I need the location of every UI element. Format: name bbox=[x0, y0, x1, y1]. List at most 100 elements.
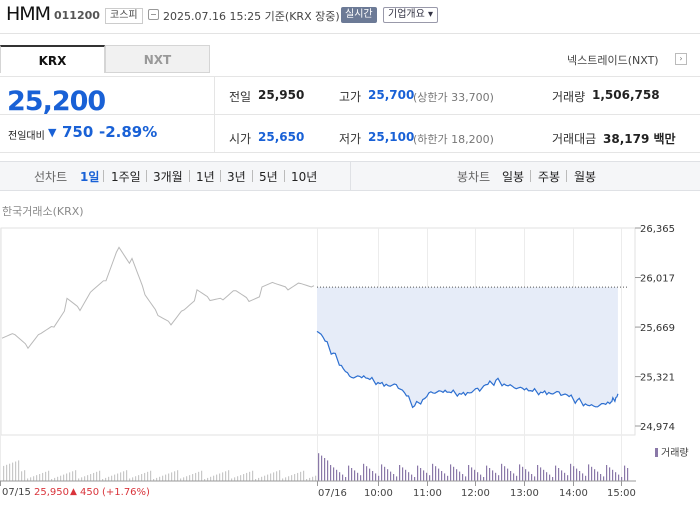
volume-bar bbox=[27, 478, 29, 481]
volume-bar bbox=[393, 474, 395, 481]
volume-bar bbox=[96, 471, 98, 481]
stat-prev-close-label: 전일 bbox=[229, 90, 252, 104]
volume-bar bbox=[537, 465, 539, 481]
volume-bar bbox=[438, 468, 440, 481]
volume-bar bbox=[90, 474, 92, 481]
x-axis: 07/16 10:00 11:00 12:00 13:00 14:00 15:00 bbox=[0, 481, 636, 499]
volume-bar bbox=[117, 473, 119, 481]
volume-bar bbox=[219, 473, 221, 481]
stat-amount-value: 38,179 백만 bbox=[603, 132, 676, 146]
divider bbox=[220, 170, 221, 182]
volume-bar bbox=[468, 465, 470, 481]
volume-bar bbox=[363, 463, 365, 481]
volume-bar bbox=[324, 458, 326, 481]
period-1d[interactable]: 1일 bbox=[80, 170, 100, 184]
volume-bar bbox=[129, 478, 131, 481]
volume-bar bbox=[462, 474, 464, 481]
volume-bar bbox=[546, 472, 548, 481]
stat-open-value: 25,650 bbox=[258, 130, 305, 144]
volume-bar bbox=[246, 472, 248, 481]
period-1w[interactable]: 1주일 bbox=[111, 170, 141, 184]
company-info-dropdown[interactable]: 기업개요 ▾ bbox=[383, 7, 438, 23]
volume-bar bbox=[135, 476, 137, 481]
volume-bar bbox=[369, 468, 371, 481]
volume-bar bbox=[540, 467, 542, 481]
volume-bar bbox=[531, 474, 533, 481]
volume-bar bbox=[447, 475, 449, 481]
volume-bar bbox=[231, 478, 233, 481]
volume-bar bbox=[501, 463, 503, 481]
volume-bar bbox=[213, 475, 215, 481]
volume-bar bbox=[60, 475, 62, 481]
period-10y[interactable]: 10년 bbox=[291, 170, 318, 184]
volume-bar bbox=[255, 479, 257, 481]
candle-daily[interactable]: 일봉 bbox=[502, 170, 525, 184]
clock-icon bbox=[148, 9, 159, 20]
volume-bar bbox=[627, 468, 629, 481]
volume-bar bbox=[357, 472, 359, 481]
volume-bar bbox=[570, 463, 572, 481]
volume-bar bbox=[345, 477, 347, 481]
line-chart-label: 선차트 bbox=[34, 170, 68, 184]
volume-bar bbox=[150, 470, 152, 481]
volume-bar bbox=[372, 471, 374, 481]
period-1y[interactable]: 1년 bbox=[196, 170, 215, 184]
volume-bar bbox=[348, 465, 350, 481]
volume-bar bbox=[561, 470, 563, 481]
volume-bar bbox=[582, 473, 584, 481]
nextrade-link[interactable]: 넥스트레이드(NXT) bbox=[567, 54, 659, 67]
volume-bar bbox=[495, 472, 497, 481]
x-tick-label: 10:00 bbox=[364, 488, 393, 499]
volume-bar bbox=[435, 466, 437, 481]
volume-bar bbox=[75, 470, 77, 481]
volume-bar bbox=[606, 465, 608, 481]
period-5y[interactable]: 5년 bbox=[259, 170, 278, 184]
period-3y[interactable]: 3년 bbox=[227, 170, 246, 184]
volume-bar bbox=[15, 461, 17, 481]
volume-bar bbox=[168, 473, 170, 481]
volume-bar bbox=[48, 470, 50, 481]
x-tick-label: 07/16 bbox=[318, 488, 347, 499]
market-badge: 코스피 bbox=[105, 8, 143, 24]
stat-low-value: 25,100 bbox=[368, 130, 415, 144]
y-axis: 26,365 26,017 25,669 25,321 24,974 bbox=[635, 224, 675, 433]
volume-bar bbox=[318, 453, 320, 481]
volume-bar bbox=[513, 473, 515, 481]
volume-bar bbox=[108, 476, 110, 481]
volume-bar bbox=[180, 478, 182, 481]
volume-bar bbox=[6, 464, 8, 481]
y-tick-label: 26,017 bbox=[640, 274, 675, 285]
volume-bar bbox=[444, 473, 446, 481]
realtime-button[interactable]: 실시간 bbox=[341, 7, 377, 23]
volume-bar bbox=[327, 460, 329, 481]
volume-bar bbox=[300, 471, 302, 481]
price-fill-area bbox=[317, 287, 618, 408]
down-arrow-icon: ▼ bbox=[48, 126, 57, 139]
volume-bar bbox=[36, 475, 38, 481]
volume-bar bbox=[594, 469, 596, 481]
prev-day-change: 450 bbox=[80, 487, 100, 498]
volume-bar bbox=[126, 470, 128, 481]
volume-bar bbox=[396, 476, 398, 481]
volume-bar bbox=[243, 474, 245, 481]
volume-bars bbox=[3, 453, 629, 481]
volume-bar bbox=[567, 475, 569, 481]
volume-bar bbox=[426, 472, 428, 481]
chevron-right-icon[interactable]: › bbox=[675, 53, 687, 65]
period-3m[interactable]: 3개월 bbox=[153, 170, 183, 184]
candle-weekly[interactable]: 주봉 bbox=[538, 170, 561, 184]
tab-nxt[interactable]: NXT bbox=[105, 45, 210, 73]
candle-monthly[interactable]: 월봉 bbox=[574, 170, 597, 184]
volume-bar bbox=[288, 476, 290, 481]
volume-bar bbox=[459, 471, 461, 481]
volume-bar bbox=[114, 474, 116, 481]
volume-bar bbox=[342, 474, 344, 481]
volume-bar bbox=[624, 465, 626, 481]
volume-bar bbox=[456, 469, 458, 481]
volume-bar bbox=[171, 472, 173, 481]
volume-bar bbox=[534, 476, 536, 481]
tab-krx[interactable]: KRX bbox=[0, 45, 105, 73]
volume-bar bbox=[573, 466, 575, 481]
volume-bar bbox=[249, 471, 251, 481]
volume-bar bbox=[477, 472, 479, 481]
